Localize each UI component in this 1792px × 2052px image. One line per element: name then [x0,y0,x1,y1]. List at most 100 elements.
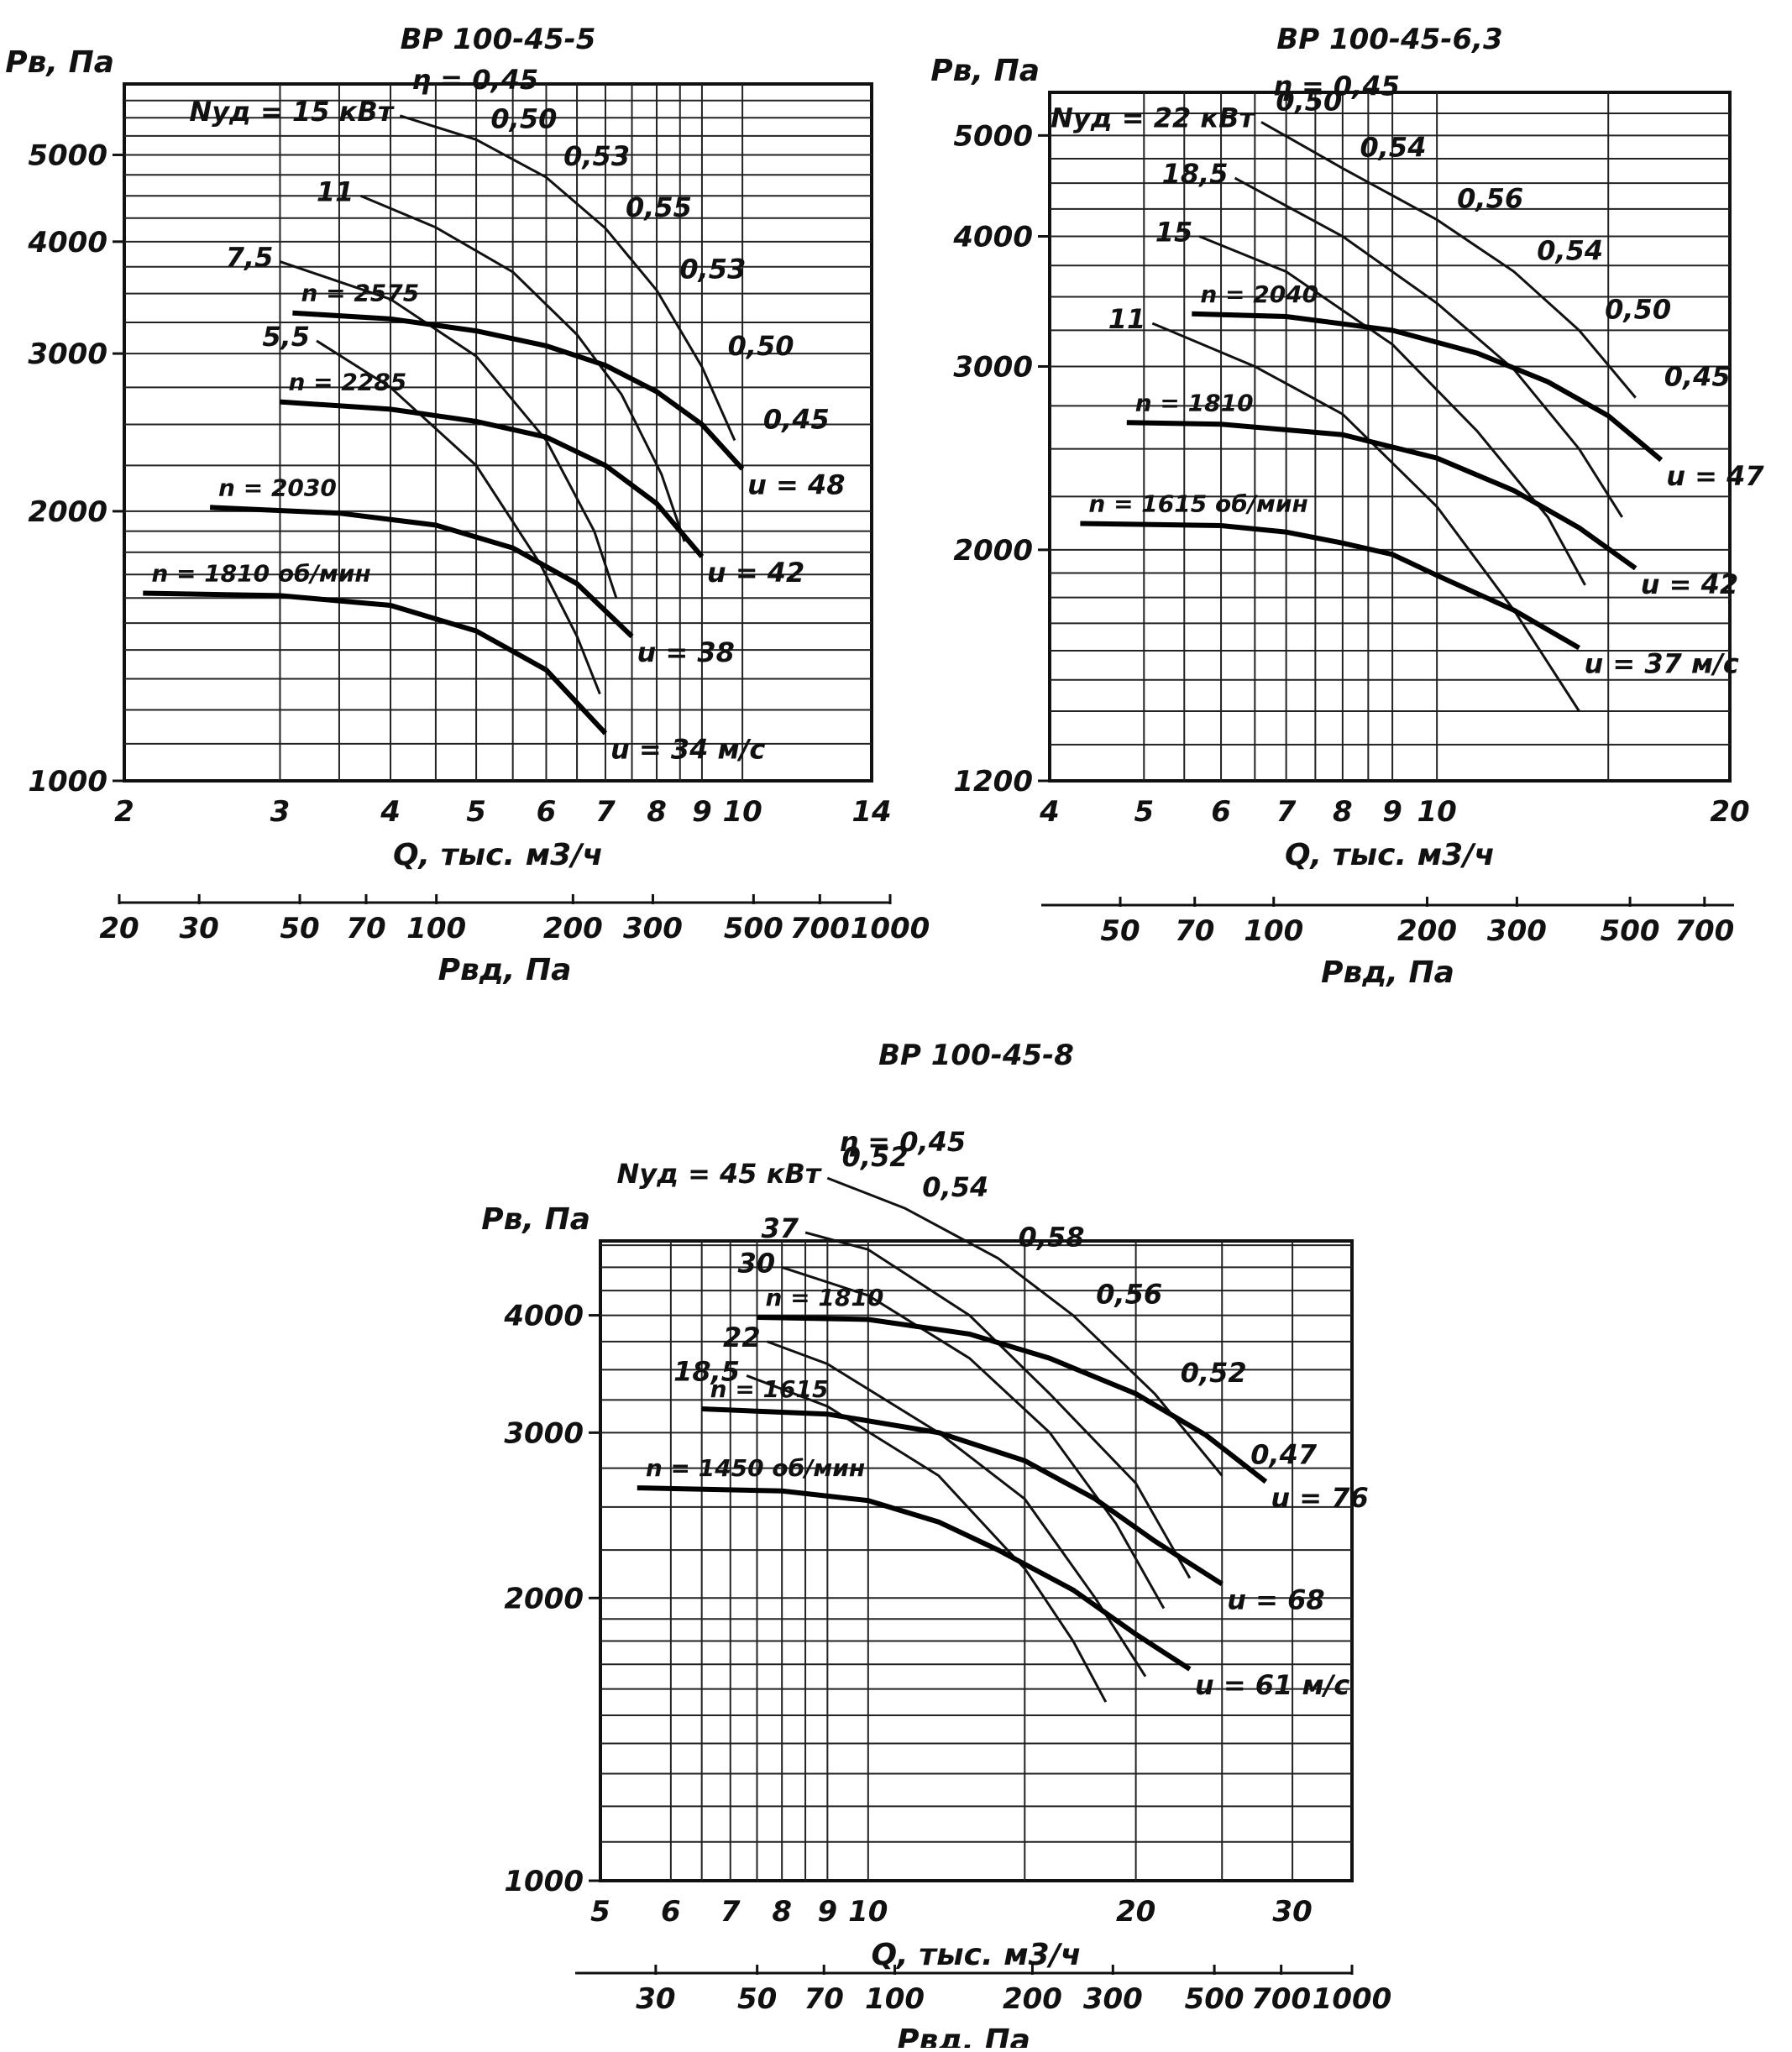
iso-efficiency-label: 0,50 [1605,293,1671,325]
speed-curve [143,590,608,735]
pvd-tick-label: 700 [1251,1982,1311,2016]
iso-efficiency-labels: η = 0,450,500,540,560,540,500,45 [1273,70,1731,392]
pvd-tick-label: 30 [636,1982,675,2016]
iso-efficiency-label: 0,50 [1276,85,1342,117]
iso-power-label: 18,5 [1162,158,1229,190]
pvd-tick-label: 300 [623,912,683,945]
pvd-tick-label: 500 [1185,1982,1244,2016]
chart-title: ВР 100-45-6,3 [1276,23,1502,56]
x-tick-label: 8 [1333,795,1353,829]
tip-speed-labels: u = 34 м/с u = 38 u = 42 u = 48 [610,469,846,765]
iso-efficiency-label: η = 0,45 [411,64,538,96]
pvd-tick-label: 100 [1244,914,1303,948]
pvd-tick-label: 300 [1487,914,1547,948]
iso-power-line [826,1176,1223,1477]
speed-series: n = 1450 об/мин n = 1615 n = 1810 [637,1284,1268,1672]
tip-speed-labels: u = 61 м/с u = 68 u = 76 [1195,1482,1369,1701]
y-tick-label: 4000 [952,221,1033,254]
iso-power-lines: Nуд = 15 кВт 11 7,5 5,5 [189,96,736,695]
iso-efficiency-labels: η = 0,450,500,530,550,530,500,45 [411,64,830,436]
x-tick-label: 5 [1134,795,1154,829]
x-tick-label: 5 [466,795,486,829]
iso-power-line [399,114,736,442]
speed-curve [209,505,634,639]
y-axis-label: Pв, Па [5,45,114,80]
pvd-axis: 30 50 70 100 200 300 500 700 1000 Pвд, Па [575,1965,1392,2052]
y-tick-label: 3000 [504,1416,584,1450]
pvd-tick-label: 70 [804,1982,844,2016]
iso-efficiency-label: 0,58 [1019,1222,1085,1254]
speed-curve [637,1485,1192,1672]
x-tick-label: 9 [818,1895,838,1929]
tip-speed-labels: u = 37 м/с u = 42 u = 47 [1584,460,1764,680]
iso-efficiency-label: 0,56 [1096,1279,1162,1311]
iso-efficiency-label: 0,47 [1250,1438,1318,1470]
tip-speed-label: u = 68 [1227,1584,1324,1616]
iso-efficiency-label: 0,45 [763,403,830,435]
speed-curve-label: n = 1615 [710,1375,829,1403]
tip-speed-label: u = 42 [707,557,804,589]
y-tick-label: 4000 [503,1300,584,1333]
tip-speed-label: u = 34 м/с [610,733,765,765]
x-tick-label: 4 [380,795,401,829]
x-tick-label: 5 [590,1895,610,1929]
y-tick-label: 1000 [504,1865,584,1898]
pvd-axis-label: Pвд, Па [1321,955,1454,990]
iso-efficiency-label: 0,56 [1457,183,1523,215]
iso-efficiency-label: 0,54 [1360,131,1427,163]
pvd-tick-label: 300 [1083,1982,1143,2016]
iso-efficiency-labels: η = 0,450,520,540,580,560,520,47 [839,1126,1318,1470]
x-tick-label: 2 [114,795,134,829]
y-tick-label: 1200 [953,765,1033,798]
chart-title: ВР 100-45-8 [878,1039,1074,1072]
iso-power-line [804,1231,1192,1579]
iso-efficiency-label: 0,52 [842,1141,909,1173]
chart-3: ВР 100-45-8 1000 2000 3000 4000 Pв, Па 5 6 7 8 9 10… [481,1039,1392,2052]
speed-curve [292,310,745,471]
iso-power-line [1260,121,1637,399]
tip-speed-label: u = 47 [1666,460,1764,492]
iso-power-line [279,260,618,599]
iso-efficiency-label: 0,54 [922,1171,988,1203]
iso-power-label: Nуд = 45 кВт [616,1158,822,1190]
x-tick-label: 7 [1276,795,1297,829]
pvd-axis-label: Pвд, Па [897,2023,1030,2048]
iso-power-label: 22 [723,1322,761,1353]
iso-efficiency-label: η = 0,45 [1273,70,1400,102]
iso-efficiency-label: 0,50 [728,330,794,362]
x-axis-label: Q, тыс. м3/ч [1285,838,1495,872]
speed-curve-label: n = 1810 об/мин [151,560,370,588]
iso-efficiency-label: 0,54 [1537,235,1603,267]
pvd-tick-label: 700 [1674,914,1734,948]
x-tick-label: 9 [692,795,712,829]
pvd-tick-label: 1000 [1313,1982,1392,2016]
speed-curve-label: n = 1615 об/мин [1088,489,1307,517]
iso-power-label: 7,5 [226,242,274,274]
tip-speed-label: u = 76 [1271,1482,1368,1514]
tip-speed-label: u = 42 [1641,568,1738,600]
iso-power-label: 30 [738,1247,776,1279]
iso-power-label: 11 [317,175,354,207]
speed-series: n = 1810 об/мин n = 2030 n = 2285 n = 2575 [143,280,745,735]
y-tick-label: 2000 [953,534,1033,568]
pvd-tick-label: 200 [543,912,603,945]
pvd-tick-label: 20 [99,912,139,945]
iso-efficiency-label: η = 0,45 [839,1126,966,1158]
x-tick-label: 20 [1116,1895,1155,1929]
iso-power-label: 11 [1108,303,1146,335]
speed-curve [1192,311,1664,463]
chart-title: ВР 100-45-5 [401,23,596,56]
iso-power-lines: Nуд = 22 кВт 18,5 15 11 [1051,102,1637,712]
pvd-tick-label: 1000 [851,912,930,945]
iso-power-line [1151,322,1580,712]
iso-efficiency-label: 0,52 [1181,1357,1247,1389]
speed-curve [1126,420,1637,571]
y-axis-label: Pв, Па [481,1202,590,1237]
iso-efficiency-label: 0,53 [679,254,746,285]
iso-efficiency-label: 0,50 [490,102,557,134]
speed-curve [701,1406,1223,1587]
x-tick-label: 10 [1417,795,1456,829]
iso-power-line [316,339,601,695]
speed-curve-label: n = 1450 об/мин [646,1454,865,1482]
